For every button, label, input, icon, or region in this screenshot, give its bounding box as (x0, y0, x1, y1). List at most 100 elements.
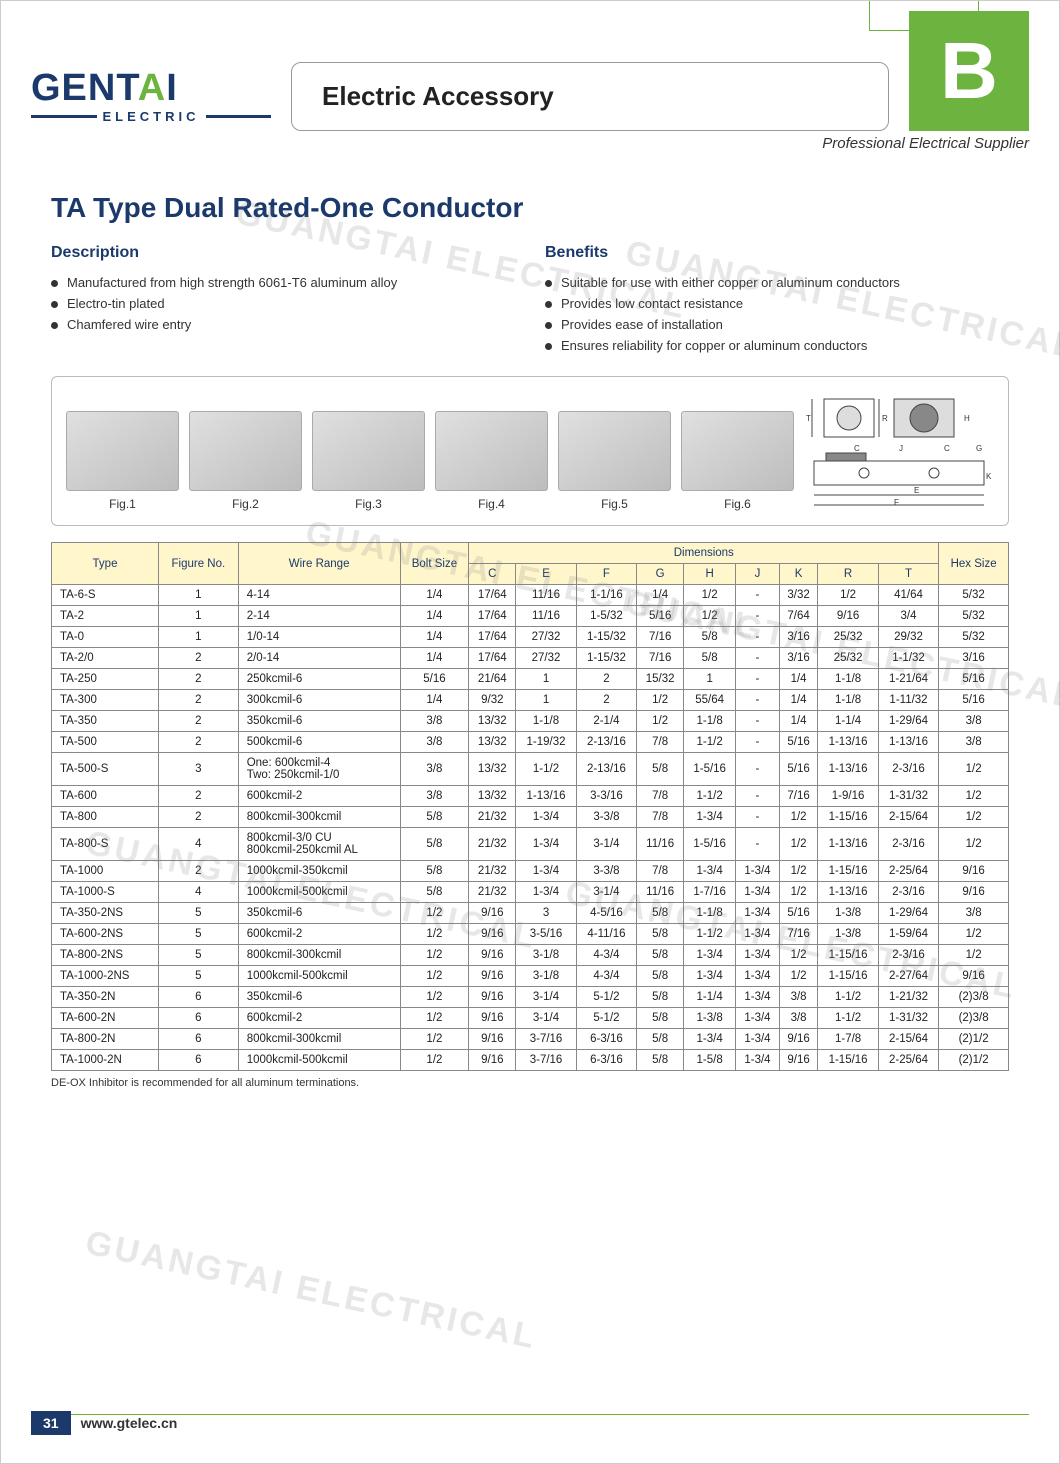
table-cell: 5-1/2 (576, 987, 636, 1008)
table-row: TA-6-S14-141/417/6411/161-1/161/41/2-3/3… (52, 585, 1009, 606)
table-header: Type Figure No. Wire Range Bolt Size Dim… (52, 543, 1009, 585)
table-cell: 600kcmil-2 (238, 1008, 400, 1029)
table-cell: 5/8 (684, 648, 736, 669)
table-cell: 1000kcmil-500kcmil (238, 1050, 400, 1071)
dimension-column: F (576, 564, 636, 585)
svg-text:H: H (964, 414, 970, 423)
logo-line-left (31, 115, 97, 118)
table-cell: (2)1/2 (939, 1050, 1009, 1071)
table-cell: 2 (159, 861, 239, 882)
dimension-column: R (818, 564, 878, 585)
table-cell: 7/16 (637, 627, 684, 648)
table-cell: 3/4 (878, 606, 938, 627)
table-cell: 21/32 (469, 882, 516, 903)
table-cell: 3-7/16 (516, 1050, 576, 1071)
table-cell: 3-1/4 (516, 1008, 576, 1029)
table-cell: 1/2 (684, 606, 736, 627)
table-cell: 1 (516, 690, 576, 711)
table-cell: 1-13/16 (878, 732, 938, 753)
table-cell: 1/4 (400, 606, 469, 627)
table-cell: 3 (159, 753, 239, 786)
table-cell: 1-3/4 (684, 945, 736, 966)
table-cell: 3-1/8 (516, 945, 576, 966)
table-cell: 5 (159, 924, 239, 945)
table-cell: 1-3/4 (736, 903, 780, 924)
table-cell: 4-3/4 (576, 945, 636, 966)
table-cell: 1 (684, 669, 736, 690)
table-cell: 1/4 (779, 711, 818, 732)
table-cell: 1-3/4 (684, 807, 736, 828)
benefit-item: Ensures reliability for copper or alumin… (545, 335, 1009, 356)
table-cell: 2-14 (238, 606, 400, 627)
description-item: Electro-tin plated (51, 293, 515, 314)
table-cell: - (736, 690, 780, 711)
table-cell: 1-15/16 (818, 945, 878, 966)
table-cell: 1/2 (939, 828, 1009, 861)
table-cell: 1/2 (400, 945, 469, 966)
table-cell: 1-19/32 (516, 732, 576, 753)
figure-caption: Fig.1 (66, 497, 179, 511)
table-cell: 13/32 (469, 711, 516, 732)
table-cell: 1-3/8 (684, 1008, 736, 1029)
table-cell: 4-14 (238, 585, 400, 606)
table-row: TA-5002500kcmil-63/813/321-19/322-13/167… (52, 732, 1009, 753)
table-cell: 9/16 (469, 1008, 516, 1029)
product-figure: Fig.6 (681, 411, 794, 511)
table-cell: 1-9/16 (818, 786, 878, 807)
table-cell: 1-29/64 (878, 903, 938, 924)
table-cell: 1-15/16 (818, 807, 878, 828)
table-cell: 3-1/4 (576, 828, 636, 861)
table-cell: 41/64 (878, 585, 938, 606)
col-type: Type (52, 543, 159, 585)
table-row: TA-800-2N6800kcmil-300kcmil1/29/163-7/16… (52, 1029, 1009, 1050)
table-cell: 1-5/16 (684, 828, 736, 861)
table-cell: 3-3/8 (576, 807, 636, 828)
table-cell: 1000kcmil-350kcmil (238, 861, 400, 882)
dimension-column: T (878, 564, 938, 585)
figure-image-placeholder (66, 411, 179, 491)
table-cell: 9/16 (469, 987, 516, 1008)
table-cell: 4-11/16 (576, 924, 636, 945)
table-cell: 5/16 (779, 903, 818, 924)
table-cell: 5/16 (400, 669, 469, 690)
table-cell: 29/32 (878, 627, 938, 648)
table-cell: 5/16 (779, 732, 818, 753)
table-cell: 2-15/64 (878, 807, 938, 828)
table-cell: 2-15/64 (878, 1029, 938, 1050)
description-list: Manufactured from high strength 6061-T6 … (51, 272, 515, 335)
table-cell: 21/32 (469, 828, 516, 861)
table-cell: (2)3/8 (939, 987, 1009, 1008)
table-cell: 5-1/2 (576, 1008, 636, 1029)
table-cell: 2-3/16 (878, 882, 938, 903)
table-cell: 11/16 (637, 882, 684, 903)
table-cell: 2 (159, 648, 239, 669)
table-cell: 1-3/4 (736, 1029, 780, 1050)
table-cell: 7/64 (779, 606, 818, 627)
description-benefits-row: Description Manufactured from high stren… (31, 244, 1029, 356)
table-cell: 1/2 (637, 711, 684, 732)
table-cell: 600kcmil-2 (238, 786, 400, 807)
table-row: TA-3002300kcmil-61/49/32121/255/64-1/41-… (52, 690, 1009, 711)
table-cell: 4 (159, 828, 239, 861)
table-cell: 9/16 (469, 966, 516, 987)
table-cell: TA-800-S (52, 828, 159, 861)
table-cell: 15/32 (637, 669, 684, 690)
table-cell: 600kcmil-2 (238, 924, 400, 945)
table-cell: 6 (159, 1050, 239, 1071)
table-cell: 1-3/8 (818, 924, 878, 945)
table-cell: 1-7/8 (818, 1029, 878, 1050)
benefits-heading: Benefits (545, 244, 1009, 262)
brand-subline: ELECTRIC (31, 109, 271, 124)
table-cell: 17/64 (469, 585, 516, 606)
figure-caption: Fig.5 (558, 497, 671, 511)
table-cell: 9/16 (818, 606, 878, 627)
table-cell: 1-15/16 (818, 966, 878, 987)
table-cell: 1-1/8 (818, 690, 878, 711)
table-cell: 1 (159, 585, 239, 606)
table-cell: 800kcmil-300kcmil (238, 1029, 400, 1050)
table-cell: 350kcmil-6 (238, 987, 400, 1008)
svg-text:F: F (894, 498, 899, 507)
table-cell: TA-0 (52, 627, 159, 648)
table-cell: 13/32 (469, 753, 516, 786)
table-cell: 1-13/16 (818, 882, 878, 903)
